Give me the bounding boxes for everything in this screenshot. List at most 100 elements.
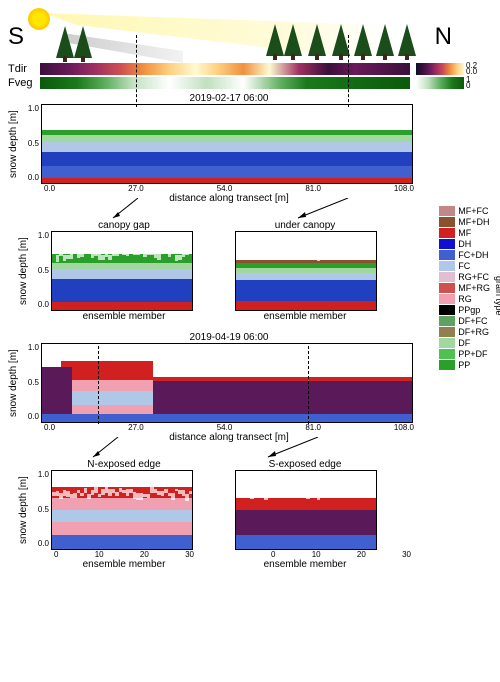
- tree-icon: [266, 24, 284, 56]
- tick-label: 0: [271, 550, 275, 559]
- north-label: N: [435, 23, 452, 51]
- tick-label: 0.0: [44, 184, 55, 193]
- legend-label: MF+RG: [458, 283, 490, 293]
- dashed-line-s: [308, 346, 309, 424]
- tick-label: 0.0: [31, 539, 49, 548]
- tick-label: 1.0: [31, 231, 49, 240]
- dashed-line-n: [98, 346, 99, 424]
- s-edge-xlabel: ensemble member: [235, 559, 375, 570]
- legend-swatch: [439, 239, 455, 249]
- legend-label: DH: [458, 239, 471, 249]
- n-edge-panel: N-exposed edge snow depth [m] 1.00.50.0 …: [18, 455, 215, 570]
- tick-label: 1.0: [31, 470, 49, 479]
- under-canopy-xlabel: ensemble member: [235, 311, 375, 322]
- legend-label: FC: [458, 261, 470, 271]
- legend-item: PPgp: [439, 305, 490, 315]
- legend-swatch: [439, 228, 455, 238]
- legend-swatch: [439, 283, 455, 293]
- transect-feb-ylabel: snow depth [m]: [8, 104, 19, 184]
- sun-icon: [28, 8, 50, 30]
- canopy-gap-yticks: 1.00.50.0: [31, 231, 51, 309]
- tick-label: 0.0: [44, 423, 55, 432]
- transect-apr-plot: [41, 343, 413, 423]
- transect-apr-ylabel: snow depth [m]: [8, 343, 19, 423]
- legend-label: RG+FC: [458, 272, 489, 282]
- canopy-gap-title: canopy gap: [54, 220, 194, 231]
- legend-item: MF+DH: [439, 217, 490, 227]
- legend-title: grain type: [494, 276, 500, 316]
- legend-swatch: [439, 206, 455, 216]
- tick-label: 10: [95, 550, 104, 559]
- legend-swatch: [439, 305, 455, 315]
- tick-label: 54.0: [217, 184, 233, 193]
- transect-feb-title: 2019-02-17 06:00: [44, 93, 414, 104]
- tick-label: 0.5: [31, 505, 49, 514]
- legend-item: MF+RG: [439, 283, 490, 293]
- legend-label: MF+DH: [458, 217, 489, 227]
- dashed-line-gap: [136, 35, 137, 107]
- tdir-bar: [40, 63, 410, 75]
- tick-label: 30: [402, 550, 411, 559]
- n-edge-yticks: 1.0 0.5 0.0: [31, 470, 51, 548]
- under-canopy-panel: under canopy ensemble member: [235, 216, 377, 322]
- tree-icon: [354, 24, 372, 56]
- fveg-ticks: 1 0: [466, 77, 492, 89]
- legend-label: MF: [458, 228, 471, 238]
- tick-label: 54.0: [217, 423, 233, 432]
- s-edge-title: S-exposed edge: [235, 459, 375, 470]
- tick-label: 27.0: [128, 423, 144, 432]
- transect-apr-panel: 2019-04-19 06:00 snow depth [m] 1.0 0.5 0.…: [8, 332, 492, 443]
- dashed-line-canopy: [348, 35, 349, 107]
- s-edge-xticks: 0 10 20 30: [271, 550, 411, 559]
- tick-label: 108.0: [394, 423, 414, 432]
- legend-swatch: [439, 217, 455, 227]
- canopy-gap-xlabel: ensemble member: [54, 311, 194, 322]
- canopy-gap-plot: [51, 231, 193, 311]
- tick-label: 20: [357, 550, 366, 559]
- legend-label: FC+DH: [458, 250, 488, 260]
- tick-label: 0.5: [21, 139, 39, 148]
- fveg-scale: [416, 77, 464, 89]
- tdir-label: Tdir: [8, 63, 40, 75]
- transect-apr-title: 2019-04-19 06:00: [44, 332, 414, 343]
- transect-feb-panel: 2019-02-17 06:00 snow depth [m] 1.0 0.5 0.…: [8, 93, 492, 204]
- legend-item: RG: [439, 294, 490, 304]
- transect-feb-xlabel: distance along transect [m]: [44, 193, 414, 204]
- fveg-bar: [40, 77, 410, 89]
- tick-label: 1.0: [21, 104, 39, 113]
- fveg-colorbar: Fveg 1 0: [8, 77, 492, 89]
- fveg-min: 0: [466, 83, 492, 89]
- legend-swatch: [439, 250, 455, 260]
- legend-item: DH: [439, 239, 490, 249]
- legend-item: FC+DH: [439, 250, 490, 260]
- tick-label: 20: [140, 550, 149, 559]
- tick-label: 0.0: [21, 173, 39, 182]
- legend-swatch: [439, 316, 455, 326]
- tree-icon: [398, 24, 416, 56]
- tick-label: 81.0: [305, 423, 321, 432]
- n-edge-ylabel: snow depth [m]: [18, 470, 29, 550]
- transect-apr-yticks: 1.0 0.5 0.0: [21, 343, 41, 421]
- tick-label: 0.0: [31, 300, 49, 309]
- s-edge-panel: S-exposed edge 0 10 20 30 ensemble member: [235, 455, 411, 570]
- n-edge-xticks: 0102030: [54, 550, 194, 559]
- tick-label: 81.0: [305, 184, 321, 193]
- fveg-label: Fveg: [8, 77, 40, 89]
- n-edge-xlabel: ensemble member: [54, 559, 194, 570]
- legend-item: FC: [439, 261, 490, 271]
- n-edge-plot: [51, 470, 193, 550]
- tree-icon: [74, 26, 92, 58]
- canopy-gap-panel: canopy gap snow depth [m] 1.00.50.0 ense…: [18, 216, 215, 322]
- tree-icon: [308, 24, 326, 56]
- tick-label: 10: [312, 550, 321, 559]
- under-canopy-plot: [235, 231, 377, 311]
- transect-feb-plot: [41, 104, 413, 184]
- legend-item: MF+FC: [439, 206, 490, 216]
- tick-label: 0.0: [21, 412, 39, 421]
- tick-label: 30: [185, 550, 194, 559]
- tick-label: 1.0: [21, 343, 39, 352]
- tick-label: 0.5: [21, 378, 39, 387]
- canopy-gap-ylabel: snow depth [m]: [18, 231, 29, 311]
- legend-label: PPgp: [458, 305, 480, 315]
- legend-label: DF+FC: [458, 316, 487, 326]
